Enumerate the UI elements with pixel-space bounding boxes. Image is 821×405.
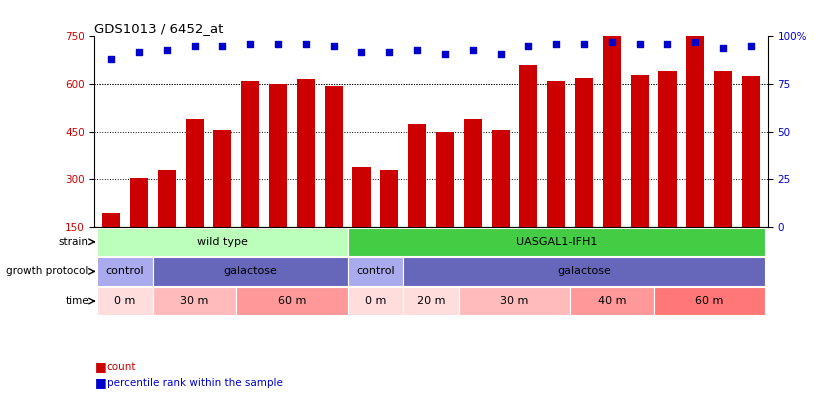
Point	[410, 47, 424, 53]
Point	[188, 43, 201, 49]
Point	[132, 49, 145, 55]
Bar	[153, 257, 347, 286]
Bar	[547, 81, 565, 275]
Point	[522, 43, 535, 49]
Text: UASGAL1-IFH1: UASGAL1-IFH1	[516, 237, 597, 247]
Text: wild type: wild type	[197, 237, 248, 247]
Bar	[97, 287, 153, 315]
Bar	[464, 119, 482, 275]
Point	[745, 43, 758, 49]
Text: 30 m: 30 m	[500, 296, 529, 306]
Bar	[352, 166, 370, 275]
Bar	[436, 132, 454, 275]
Bar	[658, 71, 677, 275]
Text: 20 m: 20 m	[417, 296, 445, 306]
Bar	[236, 287, 347, 315]
Bar	[714, 71, 732, 275]
Bar	[403, 287, 459, 315]
Point	[577, 41, 590, 47]
Bar	[158, 170, 176, 275]
Bar	[97, 228, 347, 256]
Bar	[97, 257, 153, 286]
Bar	[213, 130, 232, 275]
Bar	[492, 130, 510, 275]
Bar	[153, 287, 236, 315]
Bar	[575, 78, 593, 275]
Bar	[102, 213, 120, 275]
Text: control: control	[106, 266, 144, 277]
Bar	[686, 36, 704, 275]
Text: GDS1013 / 6452_at: GDS1013 / 6452_at	[94, 22, 224, 35]
Bar	[241, 81, 259, 275]
Text: 40 m: 40 m	[598, 296, 626, 306]
Bar	[570, 287, 654, 315]
Text: 30 m: 30 m	[181, 296, 209, 306]
Text: control: control	[356, 266, 395, 277]
Point	[160, 47, 173, 53]
Point	[549, 41, 562, 47]
Bar	[459, 287, 570, 315]
Text: 0 m: 0 m	[114, 296, 135, 306]
Bar	[403, 257, 765, 286]
Text: growth protocol: growth protocol	[7, 266, 89, 277]
Point	[104, 56, 117, 62]
Bar	[520, 65, 538, 275]
Bar	[347, 287, 403, 315]
Text: count: count	[107, 362, 136, 371]
Point	[438, 50, 452, 57]
Point	[216, 43, 229, 49]
Point	[327, 43, 340, 49]
Text: percentile rank within the sample: percentile rank within the sample	[107, 378, 282, 388]
Text: strain: strain	[59, 237, 89, 247]
Point	[605, 39, 618, 45]
Bar	[130, 178, 148, 275]
Point	[633, 41, 646, 47]
Bar	[742, 76, 760, 275]
Bar	[603, 36, 621, 275]
Point	[383, 49, 396, 55]
Bar	[347, 257, 403, 286]
Point	[689, 39, 702, 45]
Point	[244, 41, 257, 47]
Text: ■: ■	[94, 376, 106, 389]
Text: time: time	[65, 296, 89, 306]
Text: 60 m: 60 m	[277, 296, 306, 306]
Bar	[408, 124, 426, 275]
Point	[717, 45, 730, 51]
Point	[661, 41, 674, 47]
Text: ■: ■	[94, 360, 106, 373]
Bar	[186, 119, 204, 275]
Point	[494, 50, 507, 57]
Text: galactose: galactose	[223, 266, 277, 277]
Bar	[297, 79, 315, 275]
Bar	[324, 86, 342, 275]
Bar	[380, 170, 398, 275]
Text: 0 m: 0 m	[365, 296, 386, 306]
Bar	[631, 75, 649, 275]
Bar	[654, 287, 765, 315]
Text: 60 m: 60 m	[695, 296, 723, 306]
Point	[466, 47, 479, 53]
Point	[355, 49, 368, 55]
Point	[300, 41, 313, 47]
Point	[272, 41, 285, 47]
Bar	[269, 84, 287, 275]
Bar	[347, 228, 765, 256]
Text: galactose: galactose	[557, 266, 611, 277]
